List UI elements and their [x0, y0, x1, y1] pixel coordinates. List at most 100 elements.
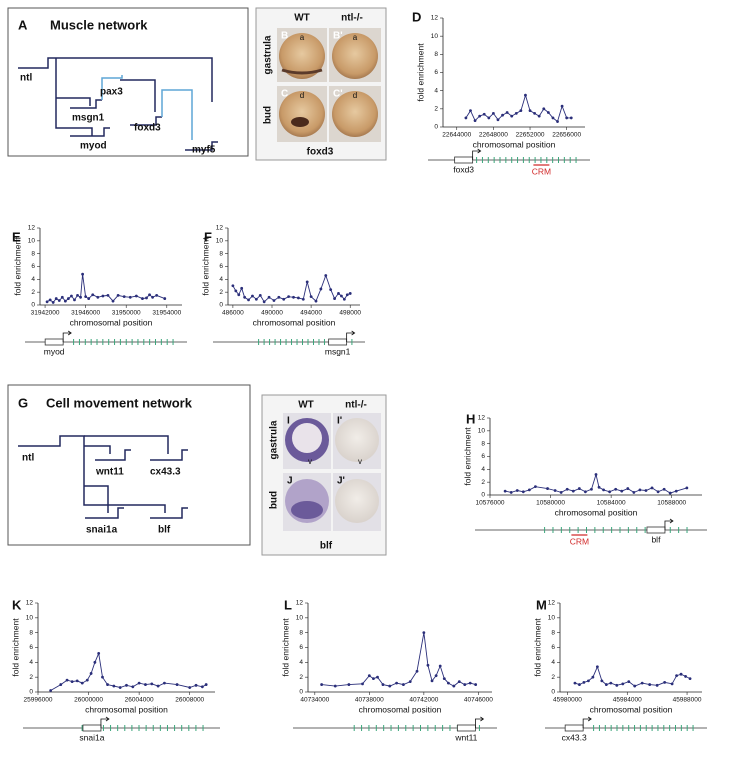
- data-point: [116, 293, 120, 297]
- data-point: [292, 295, 295, 299]
- column-label: WT: [294, 13, 310, 24]
- data-point: [573, 681, 577, 685]
- data-point: [93, 660, 97, 664]
- data-point: [415, 669, 419, 673]
- embryo: [335, 479, 379, 523]
- y-tick-label: 12: [478, 415, 486, 422]
- y-tick-label: 10: [296, 615, 304, 622]
- data-point: [175, 683, 179, 686]
- data-point: [582, 680, 586, 684]
- y-tick-label: 6: [551, 644, 555, 651]
- row-label: bud: [269, 491, 280, 509]
- data-point: [125, 683, 128, 687]
- data-point: [67, 297, 70, 300]
- data-point: [551, 116, 555, 120]
- data-point: [272, 299, 276, 302]
- data-point: [287, 295, 291, 299]
- data-point: [54, 297, 58, 300]
- panel-ij: WT ntl-/- gastrula bud I I' J J' v v blf: [261, 394, 387, 556]
- data-point: [510, 114, 514, 118]
- data-point: [632, 491, 636, 494]
- panel-a: A Muscle network ntl msgn1 pax3 foxd3 my…: [7, 7, 249, 157]
- data-point: [381, 683, 385, 686]
- y-tick-label: 4: [481, 466, 485, 473]
- data-point: [128, 295, 132, 299]
- x-tick-label: 490000: [261, 310, 283, 317]
- data-point: [473, 119, 477, 123]
- x-tick-label: 494000: [300, 310, 322, 317]
- embryo: [335, 418, 379, 462]
- data-point: [277, 295, 281, 299]
- gene-label: myod: [44, 346, 65, 356]
- data-point: [559, 491, 563, 494]
- data-point: [131, 685, 135, 689]
- network-edges-light: [101, 75, 193, 140]
- gene-label: msgn1: [325, 346, 351, 356]
- data-point: [546, 111, 550, 114]
- node-label: ntl: [22, 453, 34, 464]
- node-label: pax3: [100, 87, 123, 98]
- y-tick-label: 6: [31, 263, 35, 270]
- panel-label: M: [536, 597, 547, 612]
- y-tick-label: 4: [219, 276, 223, 283]
- data-point: [59, 683, 63, 686]
- data-point: [96, 295, 100, 299]
- data-point: [262, 300, 266, 304]
- chart: E 0 2 4 6 8 10 12 31942000 31946000 31950000 319540…: [12, 225, 187, 356]
- panel-label: L: [284, 597, 292, 612]
- data-point: [534, 485, 537, 489]
- tss-arrow: [582, 716, 592, 728]
- data-point: [367, 674, 371, 678]
- y-tick-label: 2: [481, 479, 485, 486]
- data-point: [468, 681, 472, 685]
- image-label: I': [337, 416, 342, 427]
- data-point: [76, 293, 79, 297]
- data-point: [49, 689, 53, 692]
- y-tick-label: 12: [296, 600, 304, 607]
- y-tick-label: 6: [434, 69, 438, 76]
- gene-box: [82, 724, 102, 732]
- data-point: [301, 297, 305, 301]
- x-tick-label: 26008000: [175, 697, 204, 704]
- image-label: B': [333, 31, 343, 42]
- data-line: [321, 632, 476, 687]
- y-tick-label: 8: [299, 629, 303, 636]
- data-point: [376, 675, 379, 679]
- data-point: [84, 295, 88, 299]
- stain: [291, 501, 323, 519]
- data-point: [63, 299, 67, 303]
- embryo: [332, 33, 378, 79]
- data-point: [345, 293, 349, 297]
- data-point: [501, 113, 504, 117]
- data-point: [151, 295, 154, 299]
- data-point: [89, 672, 93, 675]
- data-point: [524, 93, 527, 97]
- data-point: [638, 488, 642, 492]
- data-point: [442, 677, 446, 681]
- y-tick-label: 0: [299, 689, 303, 696]
- gene-label: wnt11: [454, 732, 477, 742]
- data-point: [496, 118, 500, 122]
- data-point: [633, 684, 637, 688]
- data-point: [148, 293, 151, 297]
- node-label: ntl: [20, 73, 32, 84]
- data-point: [297, 296, 300, 300]
- x-axis-label: chromosomal position: [359, 704, 442, 714]
- image-label: C: [281, 89, 288, 100]
- x-tick-label: 45988000: [673, 697, 702, 704]
- data-point: [156, 684, 160, 688]
- data-point: [80, 681, 84, 685]
- x-tick-label: 45984000: [613, 697, 642, 704]
- panel-label: H: [466, 411, 475, 426]
- data-point: [348, 292, 352, 295]
- data-point: [627, 680, 631, 684]
- data-point: [388, 684, 392, 688]
- data-point: [141, 297, 144, 300]
- data-point: [48, 298, 52, 302]
- data-point: [422, 631, 426, 635]
- x-tick-label: 31950000: [112, 310, 141, 317]
- y-tick-label: 2: [29, 674, 33, 681]
- data-point: [112, 684, 116, 688]
- data-point: [97, 652, 101, 655]
